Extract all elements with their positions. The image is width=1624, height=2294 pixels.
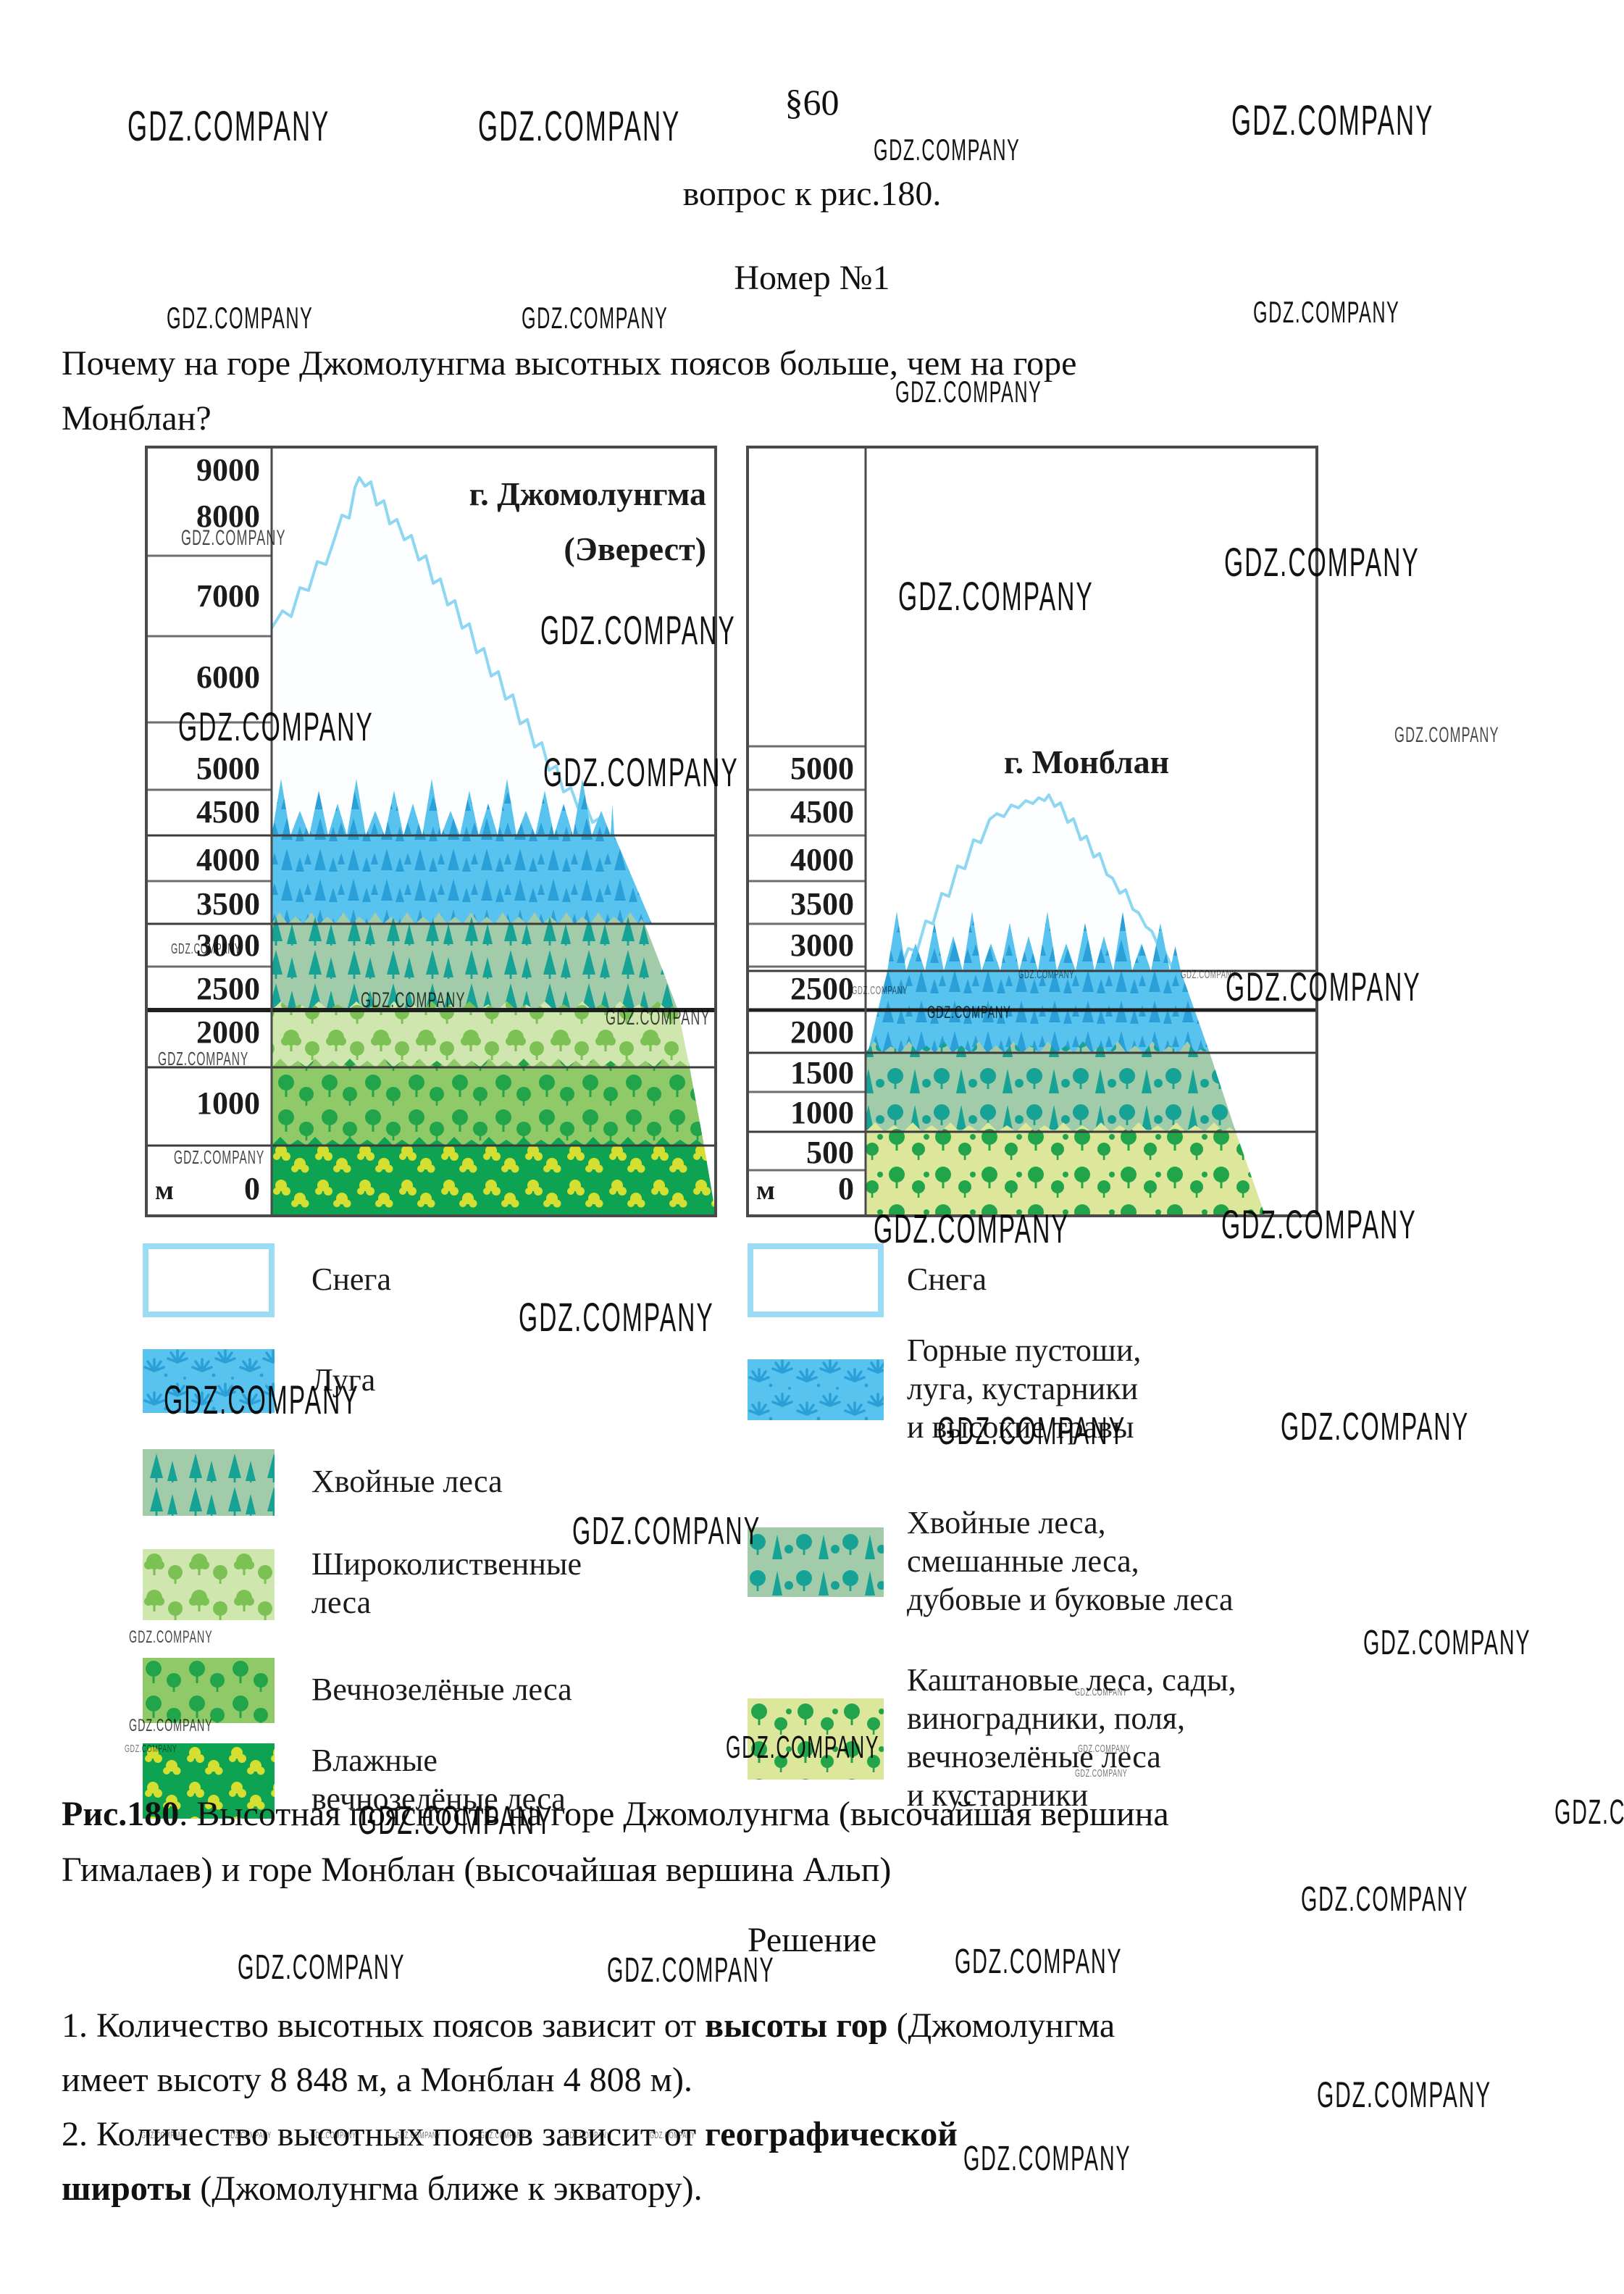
tick-label: 6000 [196,659,260,695]
legend-label: Снега [907,1261,987,1297]
legend-swatch-snow [748,1243,884,1317]
tick-label: 3000 [790,927,854,963]
watermark-text: GDZ.COMPANY [129,1627,213,1647]
legend-swatch-meadow [143,1349,275,1413]
legend-swatch-snow [143,1243,275,1317]
watermark-text: GDZ.COMPANY [1253,295,1400,329]
tick-label: 0 [244,1171,260,1206]
unit-label: м [155,1175,174,1206]
task-number-heading: Номер №1 [734,259,890,297]
legend-label: Луга [311,1361,376,1398]
watermark-text: GDZ.COMPANY [1301,1880,1469,1919]
solution-line-1: 1. Количество высотных поясов зависит от… [62,2006,1116,2045]
tick-label: 2000 [790,1014,854,1050]
legend-label: Вечнозелёные леса [311,1671,572,1707]
tick-label: 500 [806,1135,854,1170]
legend-swatch-mixedforest [748,1527,884,1597]
tick-label: 9000 [196,452,260,488]
solution-line-2: имеет высоту 8 848 м, а Монблан 4 808 м)… [62,2061,692,2099]
watermark-text: GDZ.COMPANY [1554,1793,1624,1832]
legend-label: Горные пустоши, луга, кустарники и высокие… [907,1332,1142,1445]
tick-label: 4500 [790,794,854,830]
tick-label: 1000 [196,1085,260,1121]
section-heading: §60 [784,82,840,122]
question-line-1: Почему на горе Джомолунгма высотных пояс… [62,344,1077,383]
legend-swatch-meadow [748,1359,884,1420]
tick-label: 3500 [790,886,854,922]
mountain-title: (Эверест) [564,530,706,567]
mountain-diagram-left: 9000 8000 7000 6000 5000 4500 4000 3500 3000 2500… [145,446,717,1217]
question-line-2: Монблан? [62,399,212,438]
chart-jomolungma: 9000 8000 7000 6000 5000 4500 4000 3500 3000 2500… [145,446,717,1217]
tick-label: 1500 [790,1055,854,1090]
legend-label: Хвойные леса [311,1463,503,1499]
chart-montblanc: 5000 4500 4000 3500 3000 2500 2000 1500 1000 500 0… [746,446,1318,1217]
solution-heading: Решение [747,1921,877,1959]
tick-label: 4000 [196,842,260,877]
watermark-text: GDZ.COMPANY [874,133,1021,167]
tick-label: 2500 [196,971,260,1006]
caption-line-1: Рис.180. Высотная поясность на горе Джом… [62,1795,1169,1833]
mountain-title: г. Монблан [1004,743,1169,780]
tick-label: 2500 [790,971,854,1006]
watermark-text: GDZ.COMPANY [1363,1624,1531,1662]
watermark-text: GDZ.COMPANY [572,1509,761,1553]
mountain-title: г. Джомолунгма [469,475,706,512]
tick-label: 5000 [790,751,854,786]
caption-line-2: Гималаев) и горе Монблан (высочайшая вер… [62,1851,892,1889]
tick-label: 8000 [196,499,260,534]
tick-label: 4500 [196,794,260,830]
tick-label: 1000 [790,1095,854,1130]
solution-line-3: 2. Количество высотных поясов зависит от… [62,2115,958,2153]
legend-swatch-broadleaf [143,1549,275,1620]
legend-label: Влажные вечнозелёные леса [311,1743,566,1817]
legend-label: Снега [311,1261,391,1297]
legend-label: Хвойные леса, смешанные леса, дубовые и бу… [907,1504,1234,1617]
legend-label: Каштановые леса, сады, виноградники, поля… [907,1662,1236,1813]
tick-label: 7000 [196,578,260,614]
page-subtitle: вопрос к рис.180. [682,175,942,213]
tick-label: 4000 [790,842,854,877]
legend-swatch-evergreen [143,1658,275,1723]
tick-label: 0 [838,1171,854,1206]
mountain-diagram-right: 5000 4500 4000 3500 3000 2500 2000 1500 1000 5000… [746,446,1318,1217]
watermark-text: GDZ.COMPANY [1394,723,1499,747]
tick-label: 5000 [196,751,260,786]
tick-label: 2000 [196,1014,260,1050]
watermark-text: GDZ.COMPANY [519,1294,714,1340]
watermark-text: GDZ.COMPANY [1317,2074,1491,2115]
legend-label: Широколиственные леса [311,1546,582,1620]
unit-label: м [756,1175,775,1206]
watermark-text: GDZ.COMPANY [522,301,669,335]
watermark-text: GDZ.COMPANY [963,2140,1131,2178]
legend-swatch-wet [143,1743,275,1819]
solution-line-4: широты (Джомолунгма ближе к экватору). [62,2169,703,2208]
legend-swatch-conifer [143,1449,275,1516]
tick-label: 3000 [196,927,260,963]
watermark-text: GDZ.COMPANY [1281,1405,1470,1448]
watermark-text: GDZ.COMPANY [167,301,314,335]
tick-label: 3500 [196,886,260,922]
legend-swatch-chestnut [748,1698,884,1780]
